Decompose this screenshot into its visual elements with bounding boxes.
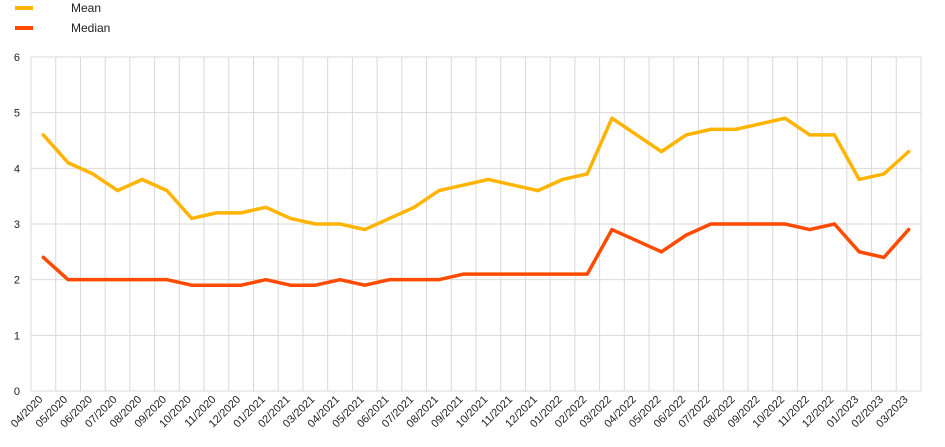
data-point-mean [462, 183, 466, 187]
x-axis-ticks: 04/202005/202006/202007/202008/202009/20… [9, 394, 911, 431]
y-tick-label: 1 [14, 330, 20, 342]
y-tick-label: 3 [14, 219, 20, 231]
data-point-mean [486, 177, 490, 182]
data-point-median [190, 283, 194, 287]
data-point-mean [387, 216, 392, 221]
y-tick-label: 0 [14, 386, 20, 398]
y-axis-ticks: 0 1 2 3 4 5 6 [14, 52, 20, 398]
data-point-mean [313, 222, 317, 226]
data-point-mean [808, 133, 812, 137]
data-point-mean [338, 222, 342, 226]
data-point-median [313, 283, 317, 287]
data-point-median [363, 283, 367, 287]
data-point-mean [264, 205, 268, 209]
data-point-mean [659, 150, 664, 154]
data-point-mean [857, 177, 861, 182]
data-point-mean [560, 177, 565, 182]
data-point-median [560, 272, 565, 276]
data-point-median [288, 283, 293, 287]
data-point-median [91, 278, 95, 282]
data-point-median [907, 227, 911, 232]
data-point-median [684, 233, 688, 237]
data-point-mean [907, 150, 911, 154]
data-point-mean [832, 133, 837, 137]
legend-label-mean: Mean [71, 1, 101, 15]
data-point-median [832, 222, 837, 226]
data-point-mean [91, 172, 95, 176]
data-point-median [66, 278, 70, 282]
data-point-median [214, 283, 219, 287]
data-point-mean [882, 172, 886, 176]
y-tick-label: 5 [14, 108, 20, 120]
data-point-mean [41, 133, 45, 137]
series-lines [41, 116, 911, 287]
y-tick-label: 2 [14, 275, 20, 287]
data-point-median [808, 227, 812, 232]
data-point-mean [165, 189, 169, 193]
data-point-mean [437, 189, 441, 193]
series-line-median [41, 222, 911, 287]
data-point-median [635, 239, 639, 243]
data-point-median [511, 272, 515, 276]
data-point-median [115, 278, 120, 282]
data-point-mean [709, 127, 713, 131]
y-tick-label: 6 [14, 52, 20, 64]
data-point-median [41, 255, 45, 259]
gridlines [30, 56, 922, 392]
data-point-median [536, 272, 540, 276]
data-point-mean [585, 172, 589, 176]
data-point-median [733, 222, 738, 226]
data-point-mean [363, 227, 367, 232]
data-point-median [659, 250, 664, 254]
data-point-mean [733, 127, 738, 131]
legend-label-median: Median [71, 21, 110, 35]
data-point-mean [140, 177, 144, 182]
data-point-mean [190, 216, 194, 221]
data-point-median [882, 255, 886, 259]
data-point-median [338, 278, 342, 282]
data-point-median [412, 278, 416, 282]
data-point-mean [635, 133, 639, 137]
y-tick-label: 4 [14, 163, 20, 175]
data-point-median [264, 278, 268, 282]
data-point-median [610, 227, 614, 232]
data-point-mean [115, 189, 120, 193]
data-point-mean [239, 211, 243, 215]
data-point-mean [536, 189, 540, 193]
data-point-median [486, 272, 490, 276]
data-point-median [239, 283, 243, 287]
data-point-mean [684, 133, 688, 137]
data-point-mean [288, 216, 293, 221]
data-point-median [585, 272, 589, 276]
data-point-median [758, 222, 762, 226]
data-point-median [783, 222, 787, 226]
data-point-median [140, 278, 144, 282]
data-point-mean [610, 116, 614, 120]
data-point-mean [783, 116, 787, 120]
data-point-mean [66, 161, 70, 165]
data-point-mean [214, 211, 219, 215]
data-point-median [462, 272, 466, 276]
legend: Mean Median [15, 1, 110, 35]
data-point-median [857, 250, 861, 254]
data-point-median [165, 278, 169, 282]
data-point-mean [511, 183, 515, 187]
data-point-mean [758, 122, 762, 126]
series-line-mean [41, 116, 911, 232]
data-point-median [709, 222, 713, 226]
data-point-mean [412, 205, 416, 209]
data-point-median [437, 278, 441, 282]
data-point-median [387, 278, 392, 282]
